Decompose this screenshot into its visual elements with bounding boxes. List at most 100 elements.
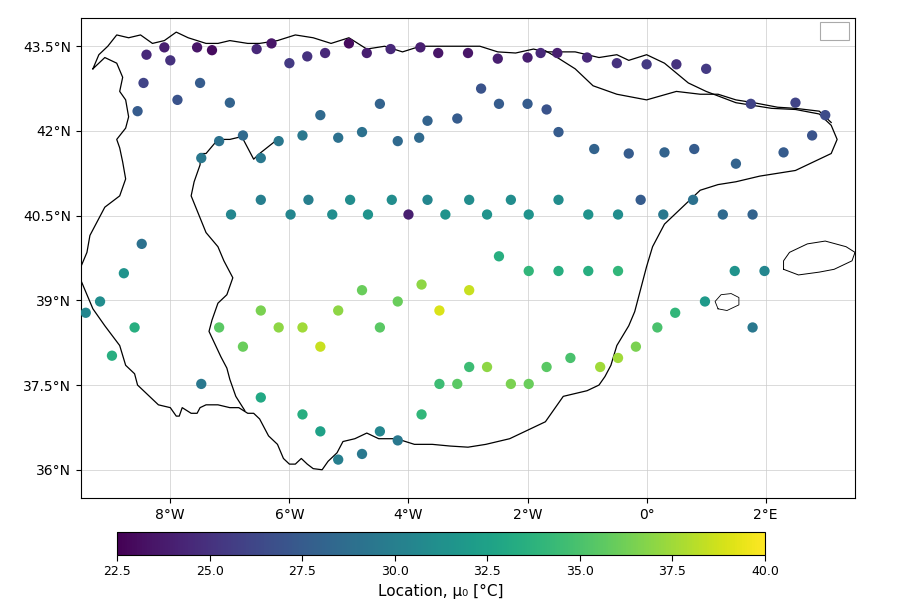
Point — [140, 50, 154, 59]
Point — [581, 266, 596, 276]
Point — [450, 114, 464, 124]
Point — [818, 110, 832, 120]
Point — [745, 323, 760, 332]
Point — [611, 266, 625, 276]
Point — [313, 342, 328, 352]
Point — [331, 306, 346, 316]
Point — [355, 127, 369, 137]
Point — [384, 195, 399, 205]
Point — [805, 131, 819, 140]
Point — [462, 362, 476, 372]
Point — [254, 392, 268, 402]
Point — [656, 210, 670, 220]
Point — [520, 99, 535, 109]
Point — [331, 455, 346, 464]
Point — [136, 78, 150, 88]
Point — [639, 59, 653, 69]
Point — [413, 43, 428, 52]
Point — [450, 379, 464, 389]
Point — [668, 308, 682, 317]
Point — [432, 379, 446, 389]
X-axis label: Location, μ₀ [°C]: Location, μ₀ [°C] — [378, 584, 504, 599]
Point — [414, 410, 428, 419]
Point — [134, 239, 148, 248]
Point — [272, 136, 286, 146]
Point — [318, 48, 332, 58]
Point — [373, 427, 387, 436]
Point — [611, 353, 625, 363]
Point — [355, 449, 369, 459]
Point — [205, 46, 220, 55]
Point — [687, 144, 701, 154]
FancyBboxPatch shape — [820, 22, 849, 40]
Point — [593, 362, 608, 372]
Point — [521, 266, 535, 276]
Point — [657, 148, 671, 157]
Point — [193, 78, 207, 88]
Point — [491, 99, 506, 109]
Point — [222, 98, 237, 107]
Point — [212, 136, 226, 146]
Point — [265, 38, 279, 48]
Point — [699, 64, 714, 74]
Point — [670, 59, 684, 69]
Point — [163, 56, 177, 65]
Point — [130, 106, 145, 116]
Point — [581, 210, 596, 220]
Point — [360, 48, 374, 58]
Point — [331, 133, 346, 143]
Point — [521, 379, 535, 389]
Point — [462, 286, 476, 295]
Point — [224, 210, 238, 220]
Point — [104, 351, 119, 361]
Point — [474, 84, 489, 94]
Point — [373, 323, 387, 332]
Point — [236, 131, 250, 140]
Point — [629, 342, 643, 352]
Point — [170, 95, 184, 104]
Point — [158, 43, 172, 52]
Point — [432, 306, 446, 316]
Point — [194, 379, 209, 389]
Point — [552, 266, 566, 276]
Point — [295, 131, 310, 140]
Point — [391, 296, 405, 306]
Point — [128, 323, 142, 332]
Point — [254, 153, 268, 163]
Point — [383, 44, 398, 54]
Point — [788, 98, 803, 107]
Point — [438, 210, 453, 220]
Point — [729, 159, 743, 169]
Point — [117, 268, 131, 278]
Point — [686, 195, 700, 205]
Point — [361, 210, 375, 220]
Point — [563, 353, 578, 363]
Point — [249, 44, 264, 54]
Point — [634, 195, 648, 205]
Point — [745, 210, 760, 220]
Point — [391, 136, 405, 146]
Point — [355, 286, 369, 295]
Point — [295, 410, 310, 419]
Point — [373, 99, 387, 109]
Point — [777, 148, 791, 157]
Point — [284, 210, 298, 220]
Point — [480, 210, 494, 220]
Point — [504, 379, 518, 389]
Point — [539, 362, 554, 372]
Point — [420, 195, 435, 205]
Point — [93, 296, 107, 306]
Point — [611, 210, 625, 220]
Point — [539, 104, 554, 114]
Point — [212, 323, 226, 332]
Point — [580, 53, 594, 62]
Point — [727, 266, 742, 276]
Point — [743, 99, 758, 109]
Point — [609, 58, 624, 68]
Point — [190, 43, 204, 52]
Point — [78, 308, 93, 317]
Point — [552, 127, 566, 137]
Point — [194, 153, 209, 163]
Point — [401, 210, 416, 220]
Point — [343, 195, 357, 205]
